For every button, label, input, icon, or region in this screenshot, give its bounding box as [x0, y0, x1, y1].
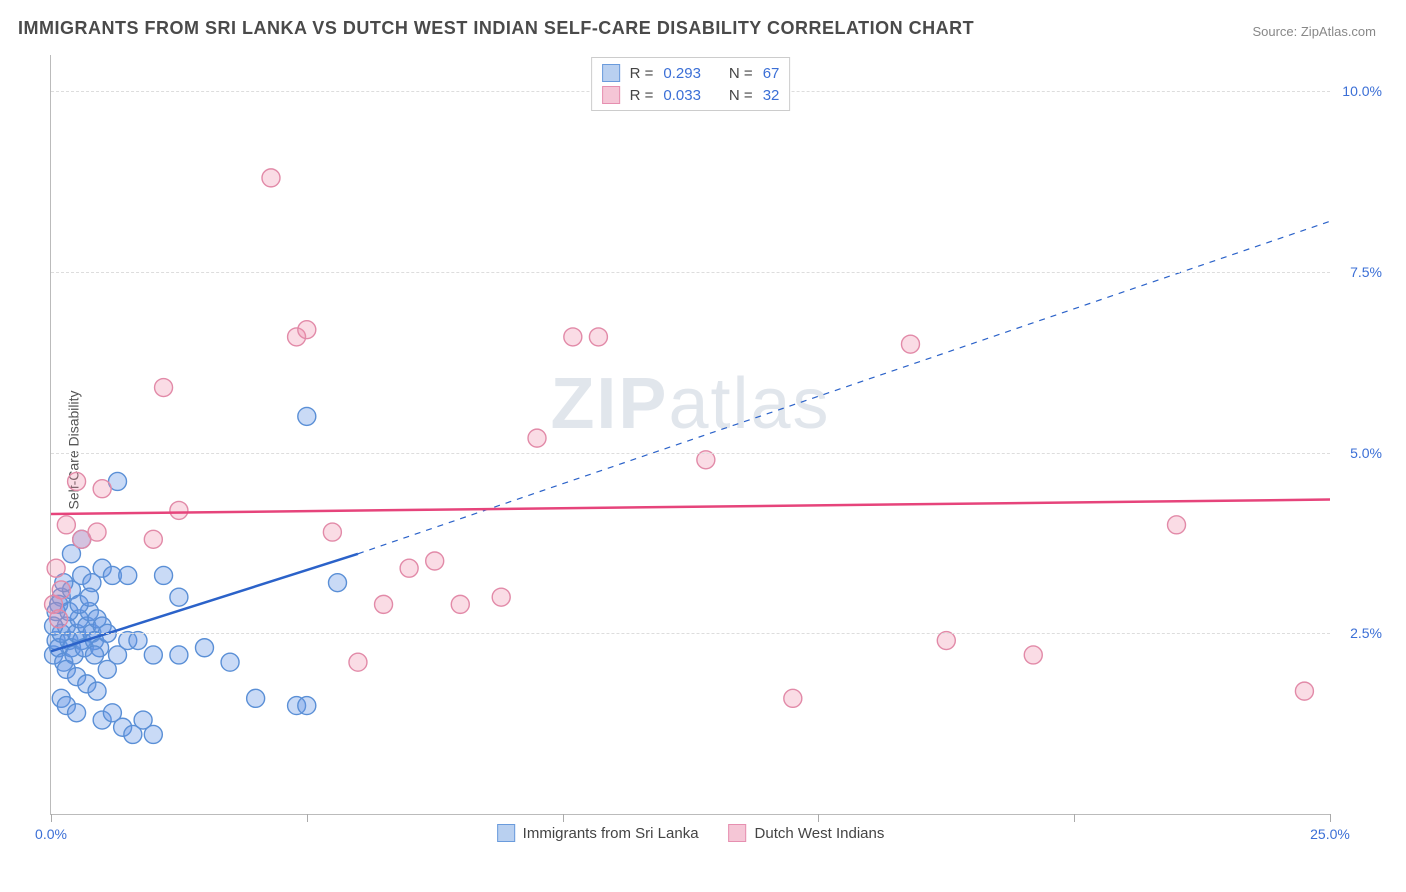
data-point — [88, 682, 106, 700]
data-point — [589, 328, 607, 346]
data-point — [298, 321, 316, 339]
data-point — [80, 588, 98, 606]
data-point — [144, 646, 162, 664]
gridline-h — [51, 272, 1330, 273]
n-value-1: 32 — [763, 87, 780, 104]
data-point — [221, 653, 239, 671]
data-point — [349, 653, 367, 671]
legend-label-1: Dutch West Indians — [755, 825, 885, 842]
source-label: Source: — [1252, 24, 1300, 39]
data-point — [68, 472, 86, 490]
chart-svg — [51, 55, 1330, 814]
data-point — [195, 639, 213, 657]
y-tick-label: 2.5% — [1350, 625, 1382, 641]
data-point — [155, 379, 173, 397]
data-point — [298, 697, 316, 715]
source-name: ZipAtlas.com — [1301, 24, 1376, 39]
gridline-h — [51, 633, 1330, 634]
correlation-legend: R = 0.293 N = 67 R = 0.033 N = 32 — [591, 57, 791, 111]
data-point — [119, 566, 137, 584]
plot-area: ZIPatlas R = 0.293 N = 67 R = 0.033 N = … — [50, 55, 1330, 815]
legend-row-series-1: R = 0.033 N = 32 — [602, 84, 780, 106]
data-point — [492, 588, 510, 606]
data-point — [155, 566, 173, 584]
data-point — [426, 552, 444, 570]
plot-container: Self-Care Disability ZIPatlas R = 0.293 … — [50, 55, 1380, 845]
data-point — [323, 523, 341, 541]
data-point — [85, 646, 103, 664]
y-tick-label: 10.0% — [1342, 83, 1382, 99]
series-legend: Immigrants from Sri Lanka Dutch West Ind… — [497, 824, 885, 842]
x-tick — [307, 814, 308, 822]
legend-bottom-swatch-0 — [497, 824, 515, 842]
r-value-0: 0.293 — [663, 65, 701, 82]
data-point — [298, 407, 316, 425]
data-point — [451, 595, 469, 613]
data-point — [262, 169, 280, 187]
x-tick — [1074, 814, 1075, 822]
data-point — [57, 516, 75, 534]
y-tick-label: 5.0% — [1350, 445, 1382, 461]
source-attribution: Source: ZipAtlas.com — [1252, 24, 1376, 39]
data-point — [170, 501, 188, 519]
x-tick — [818, 814, 819, 822]
data-point — [1295, 682, 1313, 700]
data-point — [247, 689, 265, 707]
data-point — [564, 328, 582, 346]
data-point — [144, 530, 162, 548]
x-tick — [563, 814, 564, 822]
data-point — [400, 559, 418, 577]
data-point — [47, 559, 65, 577]
legend-label-0: Immigrants from Sri Lanka — [523, 825, 699, 842]
data-point — [528, 429, 546, 447]
r-value-1: 0.033 — [663, 87, 701, 104]
data-point — [1024, 646, 1042, 664]
r-prefix: R = — [630, 65, 654, 82]
n-value-0: 67 — [763, 65, 780, 82]
data-point — [52, 581, 70, 599]
legend-item-0: Immigrants from Sri Lanka — [497, 824, 699, 842]
n-prefix: N = — [729, 87, 753, 104]
data-point — [93, 480, 111, 498]
data-point — [328, 574, 346, 592]
x-tick — [1330, 814, 1331, 822]
legend-swatch-1 — [602, 86, 620, 104]
data-point — [144, 725, 162, 743]
y-tick-label: 7.5% — [1350, 264, 1382, 280]
data-point — [170, 588, 188, 606]
legend-swatch-0 — [602, 64, 620, 82]
gridline-h — [51, 453, 1330, 454]
data-point — [1168, 516, 1186, 534]
data-point — [901, 335, 919, 353]
data-point — [784, 689, 802, 707]
r-prefix: R = — [630, 87, 654, 104]
legend-item-1: Dutch West Indians — [729, 824, 885, 842]
trend-line-solid — [51, 500, 1330, 514]
n-prefix: N = — [729, 65, 753, 82]
legend-bottom-swatch-1 — [729, 824, 747, 842]
x-tick-label: 25.0% — [1310, 826, 1350, 842]
data-point — [50, 610, 68, 628]
data-point — [68, 704, 86, 722]
legend-row-series-0: R = 0.293 N = 67 — [602, 62, 780, 84]
data-point — [88, 523, 106, 541]
data-point — [375, 595, 393, 613]
chart-title: IMMIGRANTS FROM SRI LANKA VS DUTCH WEST … — [18, 18, 974, 39]
data-point — [170, 646, 188, 664]
x-tick-label: 0.0% — [35, 826, 67, 842]
x-tick — [51, 814, 52, 822]
